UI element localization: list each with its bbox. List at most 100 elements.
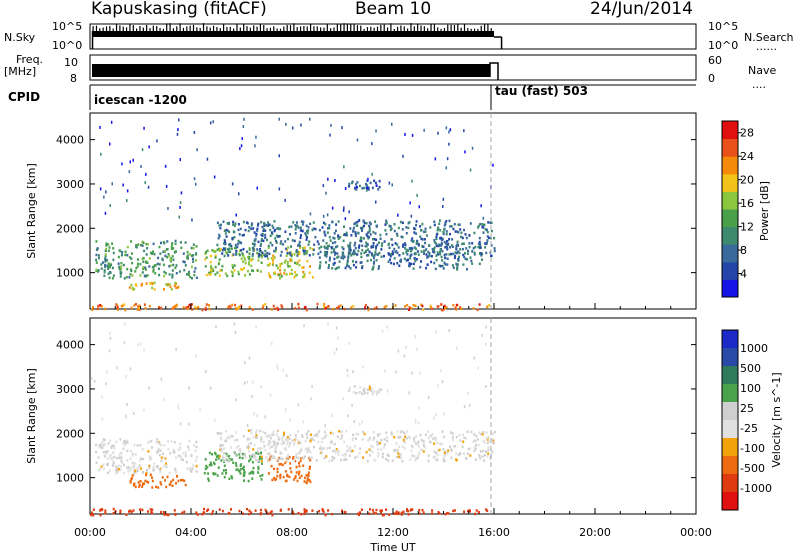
echo-cell xyxy=(342,254,345,257)
echo-cell xyxy=(439,252,442,256)
nsky-spike xyxy=(380,24,382,31)
echo-cell xyxy=(254,239,257,242)
velocity-echoes xyxy=(90,322,496,517)
echo-cell xyxy=(449,246,452,249)
echo-cell xyxy=(449,431,452,434)
echo-cell xyxy=(142,260,145,263)
nsky-spike xyxy=(477,28,479,31)
echo-cell xyxy=(298,476,301,480)
power-ylabel: Slant Range [km] xyxy=(25,163,38,259)
freq-tick-low: 8 xyxy=(70,72,77,85)
echo-cell xyxy=(347,373,349,377)
echo-cell xyxy=(228,477,231,480)
echo-cell xyxy=(118,454,121,457)
echo-cell xyxy=(139,243,142,247)
echo-cell xyxy=(277,437,280,441)
echo-cell xyxy=(298,263,301,267)
echo-cell xyxy=(352,390,355,394)
echo-cell xyxy=(353,244,356,247)
echo-cell xyxy=(253,244,256,247)
echo-cell xyxy=(406,508,408,511)
echo-cell xyxy=(285,273,288,276)
echo-cell xyxy=(355,183,357,186)
echo-cell xyxy=(183,260,186,264)
echo-cell xyxy=(148,257,151,260)
echo-cell xyxy=(419,265,422,269)
echo-cell xyxy=(239,472,242,475)
echo-cell xyxy=(442,267,445,270)
echo-cell xyxy=(481,258,483,261)
echo-cell xyxy=(226,229,229,232)
echo-cell xyxy=(232,450,235,453)
echo-cell xyxy=(425,266,428,270)
echo-cell xyxy=(243,453,246,457)
echo-cell xyxy=(298,464,301,468)
echo-cell xyxy=(286,440,289,443)
echo-cell xyxy=(208,463,211,467)
echo-cell xyxy=(103,442,106,446)
echo-cell xyxy=(231,237,234,240)
echo-cell xyxy=(250,442,252,445)
echo-cell xyxy=(108,276,111,280)
echo-cell xyxy=(92,514,95,517)
nsky-spike xyxy=(209,27,211,31)
echo-cell xyxy=(227,305,230,309)
echo-cell xyxy=(365,241,368,244)
echo-cell xyxy=(445,253,448,256)
echo-cell xyxy=(441,259,444,262)
echo-cell xyxy=(129,268,132,271)
echo-cell xyxy=(130,240,133,243)
echo-cell xyxy=(99,443,101,447)
echo-cell xyxy=(274,307,277,311)
echo-cell xyxy=(430,255,433,258)
echo-cell xyxy=(456,266,459,269)
echo-cell xyxy=(295,465,298,469)
echo-cell xyxy=(463,129,465,133)
echo-cell xyxy=(379,237,382,240)
echo-cell xyxy=(195,252,198,255)
echo-cell xyxy=(437,453,440,457)
echo-cell xyxy=(119,465,122,468)
echo-cell xyxy=(395,370,397,374)
echo-cell xyxy=(214,418,216,422)
echo-cell xyxy=(440,244,443,247)
echo-cell xyxy=(345,429,348,433)
echo-cell xyxy=(395,512,398,515)
echo-cell xyxy=(300,512,303,516)
echo-cell xyxy=(286,260,289,264)
echo-cell xyxy=(203,511,206,515)
echo-cell xyxy=(221,249,224,252)
nsky-spike xyxy=(192,24,195,31)
echo-cell xyxy=(493,247,496,250)
echo-cell xyxy=(178,270,181,273)
echo-cell xyxy=(349,267,352,270)
echo-cell xyxy=(337,255,340,258)
echo-cell xyxy=(397,349,400,353)
echo-cell xyxy=(414,304,417,308)
echo-cell xyxy=(302,464,305,467)
echo-cell xyxy=(436,229,439,232)
echo-cell xyxy=(284,259,287,262)
nsky-spike xyxy=(142,27,144,31)
echo-cell xyxy=(251,395,253,398)
echo-cell xyxy=(341,126,343,130)
echo-cell xyxy=(424,241,427,245)
echo-cell xyxy=(177,406,180,410)
nsky-spike xyxy=(453,25,456,31)
echo-cell xyxy=(433,220,436,223)
echo-cell xyxy=(333,257,336,261)
echo-cell xyxy=(375,224,378,228)
nsky-spike xyxy=(373,27,375,31)
echo-cell xyxy=(277,308,280,311)
echo-cell xyxy=(410,214,413,218)
echo-cell xyxy=(461,242,464,246)
echo-cell xyxy=(279,227,282,230)
echo-cell xyxy=(394,242,397,245)
echo-cell xyxy=(126,466,129,469)
echo-cell xyxy=(336,252,339,255)
echo-cell xyxy=(279,272,282,275)
echo-cell xyxy=(294,274,297,277)
echo-cell xyxy=(365,222,368,225)
echo-cell xyxy=(247,446,250,449)
echo-cell xyxy=(113,447,116,450)
